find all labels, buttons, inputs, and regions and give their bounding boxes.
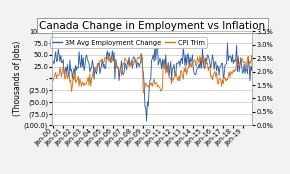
Y-axis label: (Thousands of Jobs): (Thousands of Jobs) (13, 41, 22, 116)
Legend: 3M Avg Employment Change, CPI Trim: 3M Avg Employment Change, CPI Trim (50, 37, 207, 48)
Title: Canada Change in Employment vs Inflation: Canada Change in Employment vs Inflation (39, 21, 265, 31)
